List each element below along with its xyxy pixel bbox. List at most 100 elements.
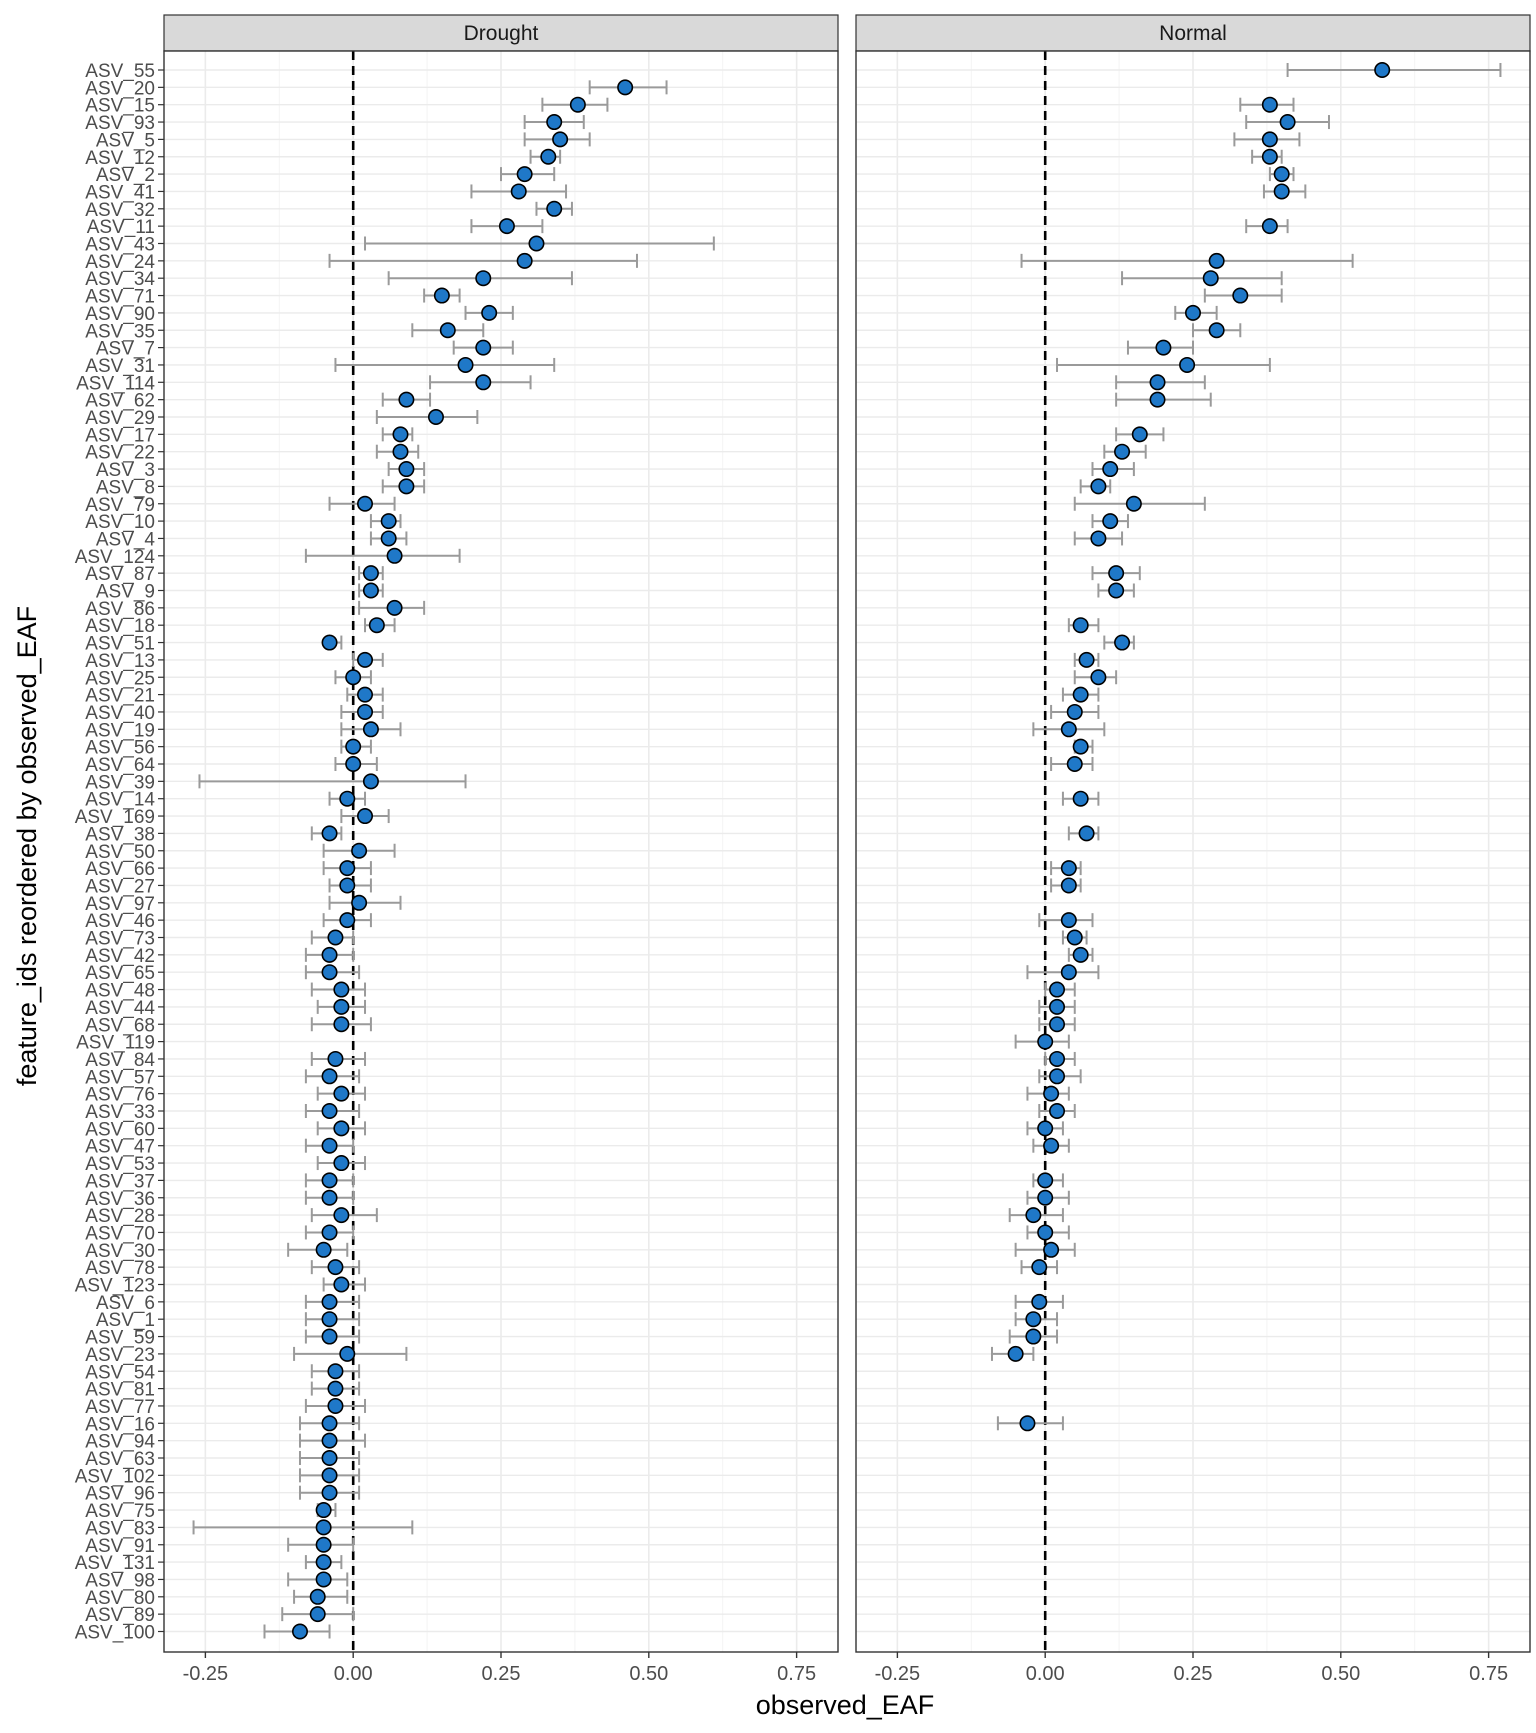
data-point <box>315 1502 332 1519</box>
y-tick-label: ASV_22 <box>85 443 155 464</box>
data-point <box>380 530 397 547</box>
data-point <box>1072 686 1089 703</box>
data-point <box>327 1050 344 1067</box>
panel-normal: Normal -0.25 0.00 0.25 0.50 0.75 <box>855 14 1531 1685</box>
data-point <box>1090 530 1107 547</box>
y-tick-label: ASV_90 <box>85 304 155 325</box>
y-tick-label: ASV_5 <box>96 130 155 151</box>
data-point <box>321 1311 338 1328</box>
y-tick-label: ASV_39 <box>85 772 155 793</box>
data-point <box>498 218 515 235</box>
data-point <box>516 252 533 269</box>
errorbar <box>304 548 461 563</box>
y-tick-label: ASV_47 <box>85 1137 155 1158</box>
panel-drought: Drought -0.25 0.00 0.25 0.50 0.75 <box>163 14 839 1685</box>
data-point <box>1179 356 1196 373</box>
data-point <box>315 1571 332 1588</box>
x-tick-label: 0.75 <box>777 1663 816 1685</box>
data-point <box>1108 582 1125 599</box>
data-point <box>398 391 415 408</box>
data-point <box>1185 304 1202 321</box>
data-point <box>546 114 563 131</box>
y-tick-label: ASV_27 <box>85 876 155 897</box>
y-tick-label: ASV_65 <box>85 963 155 984</box>
data-point <box>1114 634 1131 651</box>
facet-strip-label: Normal <box>1159 22 1227 45</box>
data-point <box>1261 218 1278 235</box>
y-tick-label: ASV_86 <box>85 599 155 620</box>
data-point <box>1060 860 1077 877</box>
facet-strip <box>163 14 839 52</box>
y-tick-label: ASV_2 <box>96 165 155 186</box>
data-point <box>321 1103 338 1120</box>
data-point <box>321 1450 338 1467</box>
y-tick-label: ASV_78 <box>85 1258 155 1279</box>
data-point <box>321 1293 338 1310</box>
data-point <box>1208 252 1225 269</box>
data-point <box>315 1536 332 1553</box>
y-tick-label: ASV_8 <box>96 477 155 498</box>
x-tick-label: 0.25 <box>482 1663 521 1685</box>
data-point <box>552 131 569 148</box>
y-tick-label: ASV_68 <box>85 1015 155 1036</box>
y-tick-label: ASV_56 <box>85 738 155 759</box>
data-point <box>540 148 557 165</box>
data-point <box>1025 1207 1042 1224</box>
y-tick-label: ASV_23 <box>85 1345 155 1366</box>
y-tick-label: ASV_25 <box>85 668 155 689</box>
y-tick-label: ASV_102 <box>75 1466 155 1487</box>
y-tick-label: ASV_71 <box>85 287 155 308</box>
errorbar <box>1286 63 1502 77</box>
data-point <box>333 981 350 998</box>
facet-strip <box>855 14 1531 52</box>
data-point <box>1202 270 1219 287</box>
data-point <box>1149 374 1166 391</box>
data-point <box>1208 322 1225 339</box>
y-tick-label: ASV_80 <box>85 1588 155 1609</box>
data-point <box>362 721 379 738</box>
data-point <box>1066 703 1083 720</box>
data-point <box>1261 131 1278 148</box>
data-point <box>1025 1328 1042 1345</box>
data-point <box>1037 1033 1054 1050</box>
y-tick-label: ASV_62 <box>85 391 155 412</box>
data-point <box>528 235 545 252</box>
y-tick-label: ASV_48 <box>85 981 155 1002</box>
y-tick-label: ASV_37 <box>85 1171 155 1192</box>
data-point <box>1049 981 1066 998</box>
y-axis-title: feature_ids reordered by observed_EAF <box>12 606 42 1086</box>
data-point <box>357 808 374 825</box>
data-point <box>321 1432 338 1449</box>
data-point <box>398 478 415 495</box>
data-point <box>617 79 634 96</box>
data-point <box>333 1120 350 1137</box>
data-point <box>386 547 403 564</box>
data-point <box>1072 946 1089 963</box>
data-point <box>475 270 492 287</box>
data-point <box>291 1623 308 1640</box>
y-tick-label: ASV_4 <box>96 529 156 550</box>
data-point <box>1232 287 1249 304</box>
y-tick-label: ASV_63 <box>85 1449 155 1470</box>
data-point <box>1102 461 1119 478</box>
data-point <box>339 1345 356 1362</box>
data-point <box>1049 1016 1066 1033</box>
data-point <box>1037 1189 1054 1206</box>
data-point <box>1078 825 1095 842</box>
data-point <box>1131 426 1148 443</box>
y-tick-label: ASV_51 <box>85 634 155 655</box>
data-point <box>392 443 409 460</box>
data-point <box>1066 755 1083 772</box>
data-point <box>1031 1259 1048 1276</box>
data-point <box>345 738 362 755</box>
y-tick-label: ASV_119 <box>76 1033 155 1054</box>
data-point <box>1066 929 1083 946</box>
data-point <box>1049 1050 1066 1067</box>
data-point <box>1043 1137 1060 1154</box>
y-tick-label: ASV_87 <box>85 564 155 585</box>
data-point <box>1049 998 1066 1015</box>
data-point <box>321 1137 338 1154</box>
data-point <box>1049 1103 1066 1120</box>
